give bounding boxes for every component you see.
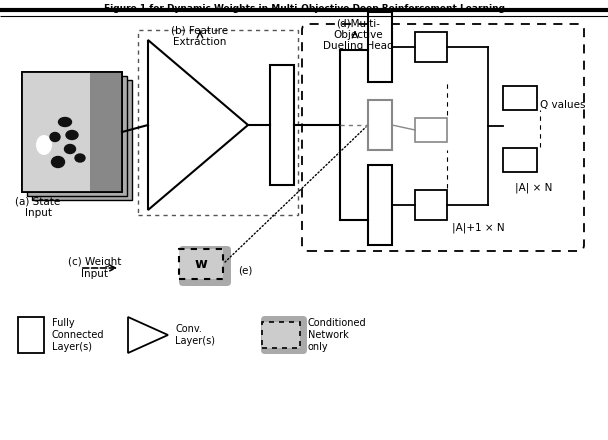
FancyBboxPatch shape: [22, 72, 90, 192]
FancyBboxPatch shape: [415, 190, 447, 220]
Text: (c) Weight
Input: (c) Weight Input: [68, 257, 122, 279]
Ellipse shape: [52, 157, 64, 168]
FancyBboxPatch shape: [262, 322, 300, 348]
Text: (d)Multi-
Objective
Dueling Head: (d)Multi- Objective Dueling Head: [323, 18, 393, 51]
Ellipse shape: [58, 117, 72, 127]
Ellipse shape: [64, 144, 75, 154]
FancyBboxPatch shape: [18, 317, 44, 353]
FancyBboxPatch shape: [90, 72, 122, 192]
Ellipse shape: [50, 132, 60, 142]
Text: Q values: Q values: [540, 100, 586, 110]
FancyBboxPatch shape: [415, 118, 447, 142]
FancyBboxPatch shape: [270, 65, 294, 185]
FancyBboxPatch shape: [32, 80, 132, 200]
FancyBboxPatch shape: [261, 316, 307, 354]
Text: |A|+1 × N: |A|+1 × N: [452, 222, 505, 232]
FancyBboxPatch shape: [503, 86, 537, 110]
Ellipse shape: [75, 154, 85, 162]
FancyBboxPatch shape: [368, 12, 392, 82]
FancyBboxPatch shape: [27, 76, 127, 196]
FancyBboxPatch shape: [415, 32, 447, 62]
FancyBboxPatch shape: [368, 165, 392, 245]
Text: Figure 1 for Dynamic Weights in Multi-Objective Deep Reinforcement Learning: Figure 1 for Dynamic Weights in Multi-Ob…: [103, 4, 505, 12]
Text: Fully
Connected
Layer(s): Fully Connected Layer(s): [52, 319, 105, 352]
Text: (e): (e): [238, 265, 252, 275]
Ellipse shape: [66, 131, 78, 139]
Text: |A| × N: |A| × N: [515, 182, 553, 193]
Ellipse shape: [36, 135, 52, 155]
FancyBboxPatch shape: [179, 246, 231, 286]
FancyBboxPatch shape: [179, 249, 223, 279]
FancyBboxPatch shape: [503, 148, 537, 172]
FancyBboxPatch shape: [22, 72, 122, 192]
Text: Conditioned
Network
only: Conditioned Network only: [308, 319, 367, 352]
FancyBboxPatch shape: [368, 100, 392, 150]
Text: Conv.
Layer(s): Conv. Layer(s): [175, 324, 215, 346]
Text: (b) Feature
Extraction: (b) Feature Extraction: [171, 25, 229, 47]
Text: (a) State
Input: (a) State Input: [15, 196, 61, 218]
Text: w: w: [195, 257, 207, 271]
